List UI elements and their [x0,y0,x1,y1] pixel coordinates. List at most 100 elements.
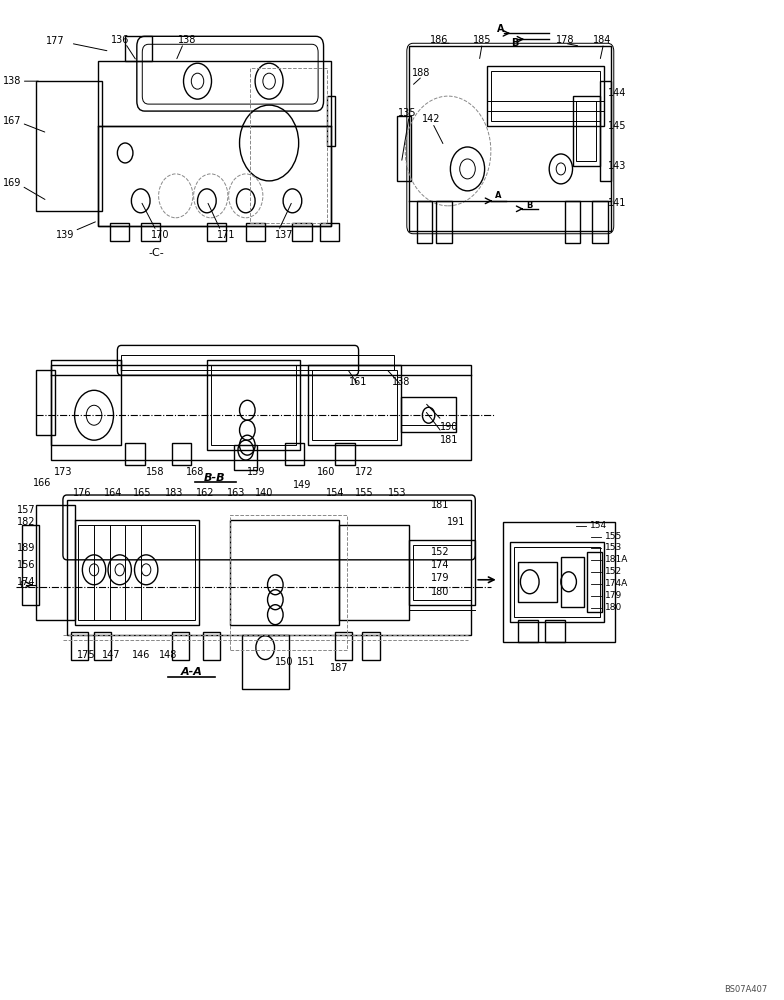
Bar [409,540,475,605]
Text: 154: 154 [590,521,607,530]
Bar [78,525,195,620]
Text: 142: 142 [422,114,440,124]
Bar [230,515,347,650]
Bar [234,445,257,470]
Bar [336,632,352,660]
Text: 144: 144 [608,88,626,98]
Bar [172,632,189,660]
Text: B: B [511,38,519,48]
Text: 164: 164 [104,488,122,498]
Text: 190: 190 [441,422,459,432]
Bar [140,223,160,241]
Bar [125,443,144,465]
Bar [510,542,604,622]
Bar [98,126,332,226]
Text: 140: 140 [255,488,273,498]
Text: 155: 155 [605,532,622,541]
Bar [413,545,471,600]
Bar [561,557,584,607]
Text: 174: 174 [17,577,35,587]
Bar [71,632,88,660]
Text: 179: 179 [431,573,449,583]
Bar [110,223,129,241]
Bar [401,397,456,432]
Bar [546,620,564,642]
Bar [67,500,471,635]
Text: 191: 191 [447,517,465,527]
Bar [51,360,122,445]
Text: 159: 159 [247,467,265,477]
Text: 172: 172 [354,467,373,477]
Text: B-B: B-B [204,473,226,483]
Text: 167: 167 [3,116,22,126]
Text: 136: 136 [111,35,129,45]
Bar [122,355,394,370]
Text: 138: 138 [178,35,197,45]
Bar [491,71,600,121]
Text: 184: 184 [593,35,612,45]
Text: 143: 143 [608,161,626,171]
Text: 160: 160 [317,467,335,477]
Text: 141: 141 [608,198,626,208]
Bar [94,632,111,660]
Text: A: A [497,24,505,34]
Bar [125,36,152,61]
Bar [74,520,199,625]
Text: BS07A407: BS07A407 [724,985,767,994]
Bar [292,223,312,241]
Text: 177: 177 [45,36,64,46]
Text: 174: 174 [431,560,449,570]
Text: 153: 153 [388,488,407,498]
Text: 181A: 181A [605,555,629,564]
Text: 182: 182 [17,517,35,527]
Text: 150: 150 [275,657,294,667]
Text: B: B [527,201,533,210]
Text: 181: 181 [431,500,449,510]
Text: 146: 146 [132,650,150,660]
Bar [211,365,296,445]
Bar [285,443,304,465]
Bar [312,370,397,440]
Bar [336,443,354,465]
Text: A: A [495,191,502,200]
Bar [362,632,379,660]
Text: 148: 148 [159,650,177,660]
Bar [51,365,471,460]
Bar [339,525,409,620]
Text: 170: 170 [151,230,169,240]
Text: 154: 154 [326,488,344,498]
Bar [242,635,289,689]
Bar [308,365,401,445]
Text: C: C [20,580,27,590]
Text: 147: 147 [102,650,121,660]
Text: 145: 145 [608,121,626,131]
Text: 138: 138 [392,377,411,387]
Bar [249,68,328,223]
Bar [397,116,412,181]
Text: 168: 168 [186,467,205,477]
Text: 166: 166 [33,478,51,488]
Text: 152: 152 [605,567,622,576]
Text: 169: 169 [3,178,21,188]
Text: 151: 151 [297,657,316,667]
Text: 175: 175 [77,650,96,660]
Text: 185: 185 [473,35,492,45]
Bar [328,96,336,146]
Text: 173: 173 [53,467,72,477]
Text: 165: 165 [133,488,151,498]
Bar [518,620,538,642]
Bar [409,46,612,231]
Bar [437,201,452,243]
Text: -C-: -C- [148,248,164,258]
Bar [36,505,74,620]
Text: 163: 163 [227,488,245,498]
Text: 162: 162 [196,488,215,498]
Bar [518,562,557,602]
Text: 186: 186 [430,35,448,45]
Bar [586,552,602,612]
Text: 189: 189 [17,543,35,553]
Text: 156: 156 [17,560,35,570]
Bar [245,223,265,241]
Bar [36,370,55,435]
Text: 180: 180 [431,587,449,597]
